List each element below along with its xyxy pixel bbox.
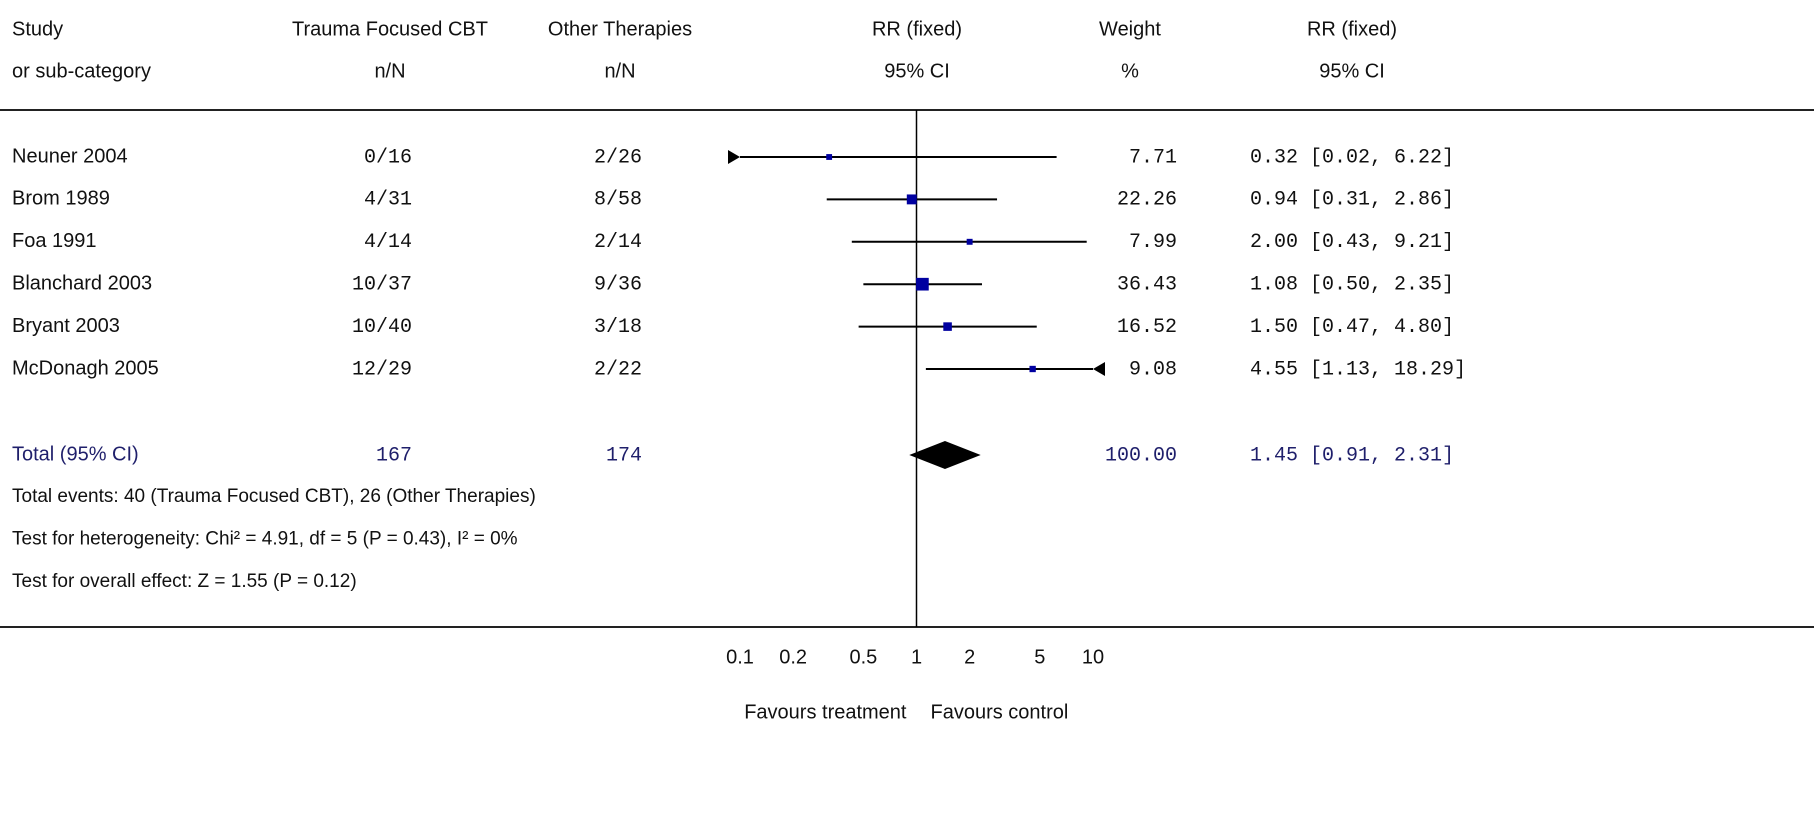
column-header: RR (fixed) <box>1307 18 1397 40</box>
weight: 7.71 <box>1129 146 1177 169</box>
rr-ci: 2.00 [0.43, 9.21] <box>1250 231 1454 254</box>
weight: 100.00 <box>1105 444 1177 467</box>
x-tick-label: 0.1 <box>726 646 754 668</box>
column-header: RR (fixed) <box>872 18 962 40</box>
study-name: McDonagh 2005 <box>12 357 159 379</box>
column-header: Other Therapies <box>548 18 692 40</box>
treatment-n: 10/40 <box>352 316 412 339</box>
x-tick-label: 0.2 <box>779 646 807 668</box>
rr-ci: 1.08 [0.50, 2.35] <box>1250 273 1454 296</box>
treatment-n: 0/16 <box>364 146 412 169</box>
column-header: Study <box>12 18 63 40</box>
rr-ci: 1.45 [0.91, 2.31] <box>1250 444 1454 467</box>
column-header: 95% CI <box>1319 60 1385 82</box>
point-estimate <box>966 238 973 245</box>
control-n: 2/22 <box>594 358 642 381</box>
x-tick-label: 2 <box>964 646 975 668</box>
x-tick-label: 0.5 <box>849 646 877 668</box>
treatment-n: 10/37 <box>352 273 412 296</box>
study-name: Bryant 2003 <box>12 315 120 337</box>
weight: 36.43 <box>1117 273 1177 296</box>
treatment-n: 12/29 <box>352 358 412 381</box>
column-header: or sub-category <box>12 60 151 82</box>
weight: 22.26 <box>1117 189 1177 212</box>
column-header: Trauma Focused CBT <box>292 18 488 40</box>
rr-ci: 4.55 [1.13, 18.29] <box>1250 358 1466 381</box>
total-diamond <box>909 441 981 469</box>
control-n: 2/14 <box>594 231 642 254</box>
point-estimate <box>826 154 833 160</box>
point-estimate <box>906 194 917 205</box>
column-header: Weight <box>1099 18 1161 40</box>
rr-ci: 1.50 [0.47, 4.80] <box>1250 316 1454 339</box>
weight: 16.52 <box>1117 316 1177 339</box>
treatment-n: 4/14 <box>364 231 412 254</box>
treatment-n: 167 <box>376 444 412 467</box>
ci-arrow <box>1093 362 1105 376</box>
footnote: Total events: 40 (Trauma Focused CBT), 2… <box>12 486 536 507</box>
control-n: 9/36 <box>594 273 642 296</box>
study-name: Brom 1989 <box>12 188 110 210</box>
x-label-left: Favours treatment <box>744 701 907 723</box>
column-header: n/N <box>604 60 635 82</box>
control-n: 174 <box>606 444 642 467</box>
footnote: Test for overall effect: Z = 1.55 (P = 0… <box>12 571 357 592</box>
x-label-right: Favours control <box>931 701 1069 723</box>
point-estimate <box>943 322 952 331</box>
column-header: 95% CI <box>884 60 950 82</box>
study-name: Blanchard 2003 <box>12 272 152 294</box>
point-estimate <box>916 277 929 291</box>
study-name: Foa 1991 <box>12 230 97 252</box>
point-estimate <box>1029 365 1036 373</box>
rr-ci: 0.32 [0.02, 6.22] <box>1250 146 1454 169</box>
weight: 9.08 <box>1129 358 1177 381</box>
x-tick-label: 1 <box>911 646 922 668</box>
control-n: 2/26 <box>594 146 642 169</box>
control-n: 3/18 <box>594 316 642 339</box>
x-tick-label: 10 <box>1082 646 1104 668</box>
column-header: n/N <box>374 60 405 82</box>
footnote: Test for heterogeneity: Chi² = 4.91, df … <box>12 529 518 550</box>
ci-arrow <box>728 150 740 164</box>
study-name: Neuner 2004 <box>12 145 128 167</box>
x-tick-label: 5 <box>1034 646 1045 668</box>
rr-ci: 0.94 [0.31, 2.86] <box>1250 189 1454 212</box>
column-header: % <box>1121 60 1139 82</box>
treatment-n: 4/31 <box>364 189 412 212</box>
control-n: 8/58 <box>594 189 642 212</box>
weight: 7.99 <box>1129 231 1177 254</box>
study-name: Total (95% CI) <box>12 443 139 465</box>
